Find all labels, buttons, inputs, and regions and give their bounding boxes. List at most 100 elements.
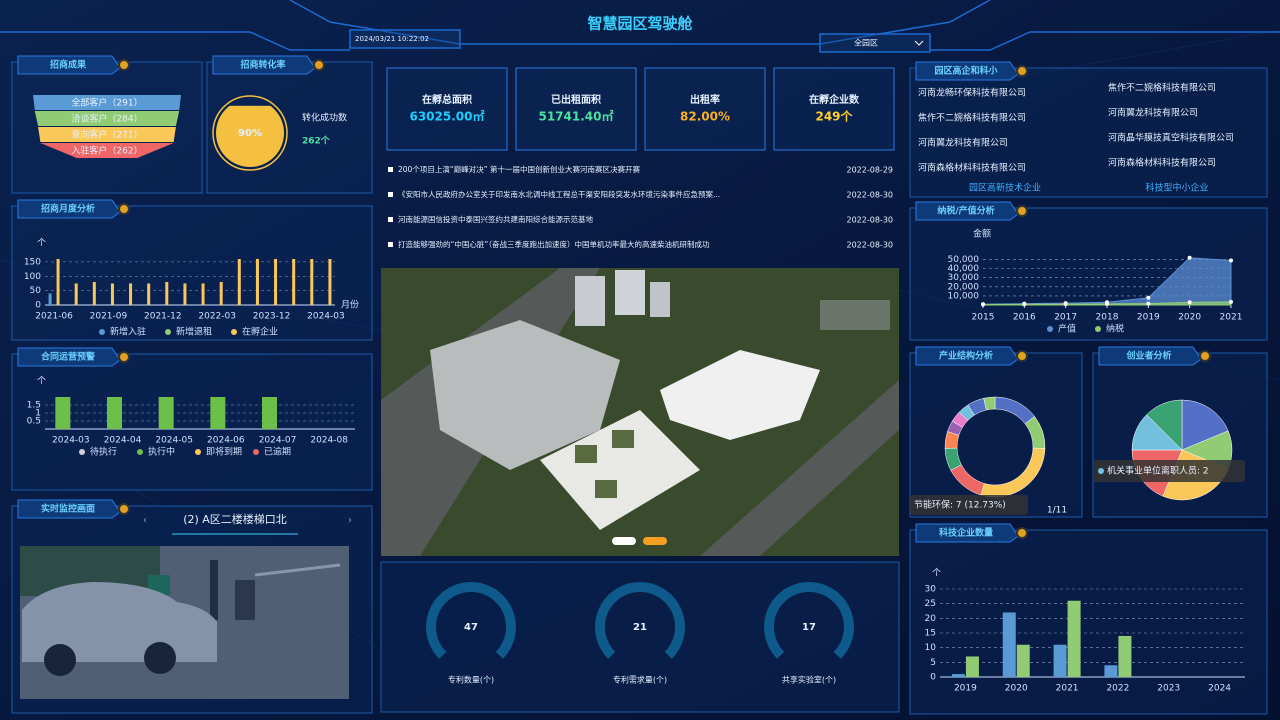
company-tab[interactable]: 科技型中小企业 [1145,182,1208,194]
scope-select[interactable]: 全园区 [854,38,878,48]
x-tick-label: 2019 [1137,313,1160,323]
point [1229,299,1233,304]
legend-label: 产值 [1058,323,1076,335]
y-axis-label: 个 [37,238,46,249]
legend-label: 新增退租 [176,326,212,338]
funnel-segment [34,111,180,126]
legend-label: 已逾期 [264,446,291,458]
stat-label: 在孵企业数 [809,93,860,106]
tooltip-marker [1098,468,1104,474]
panel-title: 招商转化率 [240,59,285,71]
point [1146,301,1151,306]
bar [1016,644,1030,677]
company-name: 河南龙畅环保科技有限公司 [918,87,1026,99]
panel-tab [915,523,1019,543]
panel-tab [17,199,121,219]
tab-icon [1199,350,1211,362]
point [1187,255,1192,260]
gauge-ring [426,582,516,659]
bar [158,397,174,429]
news-icon [388,242,393,247]
stat-label: 在孵总面积 [422,93,472,106]
panel-tab [17,499,121,519]
panel-title: 纳税/产值分析 [937,205,994,217]
tab-icon [118,59,130,71]
stat-card [773,67,895,151]
tab-icon [1016,65,1028,77]
caption: 转化成功数 [302,112,347,124]
bar [1067,600,1081,677]
news-title: 《安阳市人民政府办公室关于印发南水北调中线工程总干渠安阳段突发水环境污染事件应急… [398,189,720,199]
tab-icon [118,203,130,215]
tab-icon [1016,350,1028,362]
x-tick-label: 2022-03 [198,312,236,322]
panel [11,353,373,491]
panel-tab [915,201,1019,221]
legend-label: 待执行 [90,446,117,458]
y-tick-label: 10 [925,643,937,653]
stat-label: 已出租面积 [551,93,601,106]
y-axis-label: 金额 [973,228,991,240]
next-button: › [348,515,352,526]
panel-title: 园区高企和科小 [934,65,997,77]
gauge-value: 47 [464,622,478,633]
x-tick-label: 2021-09 [90,312,128,322]
legend-marker [231,329,237,335]
y-tick-label: 30 [925,585,937,595]
company-name: 河南森格材料科技有限公司 [1108,157,1216,169]
y-tick-label: 20 [925,614,937,624]
funnel-segment [38,127,176,142]
news-title: 河南能源国信投资中泰国兴签约共建南阳综合能源示范基地 [398,214,593,224]
x-tick-label: 2018 [1096,313,1119,323]
legend-marker [165,329,171,335]
bar [183,283,187,305]
camera-name: (2) A区二楼楼梯口北 [183,512,287,526]
y-axis-label: 个 [932,568,941,579]
x-axis-label: 月份 [341,299,359,311]
news-date: 2022-08-30 [847,191,894,200]
bar [1118,635,1132,677]
slice [983,396,996,411]
news-date: 2022-08-29 [847,166,894,175]
bar [1002,612,1016,677]
stat-card [515,67,637,151]
panel-title: 招商月度分析 [41,203,95,215]
point [1022,302,1027,307]
company-name: 焦作不二婉格科技有限公司 [918,112,1026,124]
point [981,302,985,307]
stat-value: 51741.40㎡ [538,109,613,124]
dropdown-arrow[interactable] [914,40,924,46]
panel-title: 实时监控画面 [41,503,95,515]
company-name: 河南晶华膜技真空科技有限公司 [1108,132,1234,144]
stat-value: 249个 [815,109,853,124]
x-tick-label: 2021 [1220,313,1243,323]
funnel-label: 洽谈客户（284） [71,113,142,125]
stat-card [644,67,766,151]
company-tab[interactable]: 园区高新技术企业 [969,182,1041,194]
point [1146,295,1151,300]
funnel-label: 全部客户（291） [71,97,142,109]
bar [328,259,332,305]
tab-icon [118,351,130,363]
bar [92,282,96,305]
x-tick-label: 2024-03 [307,312,345,322]
bar [274,259,278,305]
y-tick-label: 40,000 [948,264,980,274]
gauge-value: 17 [802,622,816,633]
company-name: 河南森格材料科技有限公司 [918,162,1026,174]
bar [210,397,226,429]
legend-pager[interactable]: 1/11 [1047,506,1067,516]
bar [310,259,314,305]
y-tick-label: 5 [930,658,936,668]
y-tick-label: 0.5 [27,417,41,427]
x-tick-label: 2020 [1005,684,1028,694]
bar [55,397,71,429]
funnel-label: 意向客户（271） [71,129,142,141]
x-tick-label: 2015 [972,313,995,323]
legend-marker [1095,326,1101,332]
gauge-label: 专利需求量(个) [613,675,667,685]
news-date: 2022-08-30 [847,241,894,250]
x-tick-label: 2024-05 [155,436,193,446]
bar [107,397,122,429]
